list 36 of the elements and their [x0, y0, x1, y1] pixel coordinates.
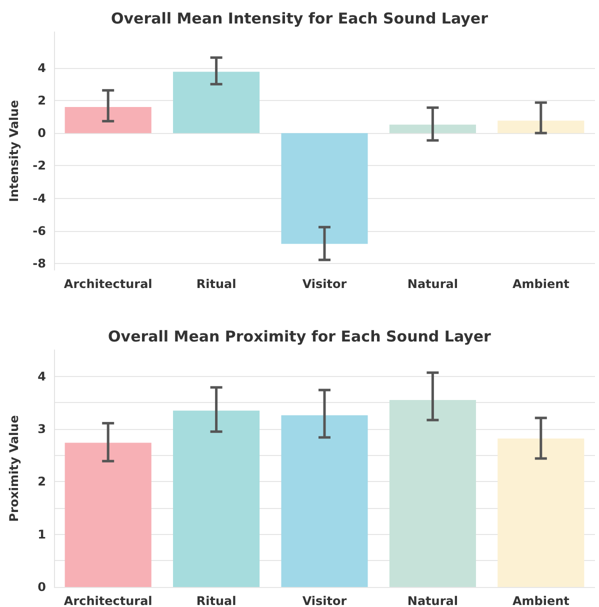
- bar: [173, 410, 260, 587]
- chart-title: Overall Mean Proximity for Each Sound Layer: [108, 328, 492, 346]
- bar: [64, 106, 152, 134]
- x-tick-label: Ritual: [196, 594, 236, 607]
- y-tick-label: 0: [38, 126, 46, 140]
- y-tick-label: 0: [38, 580, 46, 594]
- x-tick-label: Visitor: [302, 277, 347, 291]
- bar: [498, 438, 584, 587]
- y-tick-label: -2: [32, 158, 46, 173]
- chart-title: Overall Mean Intensity for Each Sound Layer: [111, 10, 489, 28]
- y-tick-label: -6: [32, 224, 46, 238]
- bar: [64, 442, 152, 587]
- x-tick-label: Ambient: [512, 277, 570, 291]
- bar: [281, 133, 368, 244]
- bar: [389, 124, 476, 134]
- y-tick-label: 4: [38, 369, 46, 384]
- y-axis-title: Proximity Value: [7, 415, 21, 522]
- y-tick-label: 3: [38, 422, 46, 436]
- x-tick-label: Ritual: [196, 277, 236, 291]
- bar: [281, 415, 368, 587]
- bar: [173, 72, 260, 134]
- x-tick-label: Natural: [407, 277, 458, 291]
- y-tick-label: -4: [32, 191, 46, 206]
- x-tick-label: Ambient: [512, 594, 570, 607]
- y-tick-label: 2: [38, 474, 46, 489]
- x-tick-label: Visitor: [302, 594, 347, 607]
- bar: [389, 400, 476, 587]
- y-tick-label: 1: [38, 527, 46, 542]
- y-axis-title: Intensity Value: [7, 100, 21, 202]
- y-tick-label: 4: [38, 60, 46, 75]
- y-tick-label: -8: [32, 256, 46, 270]
- x-tick-label: Natural: [407, 594, 458, 607]
- x-tick-label: Architectural: [64, 594, 152, 607]
- x-tick-label: Architectural: [64, 277, 152, 291]
- bar: [498, 120, 584, 134]
- y-tick-label: 2: [38, 93, 46, 108]
